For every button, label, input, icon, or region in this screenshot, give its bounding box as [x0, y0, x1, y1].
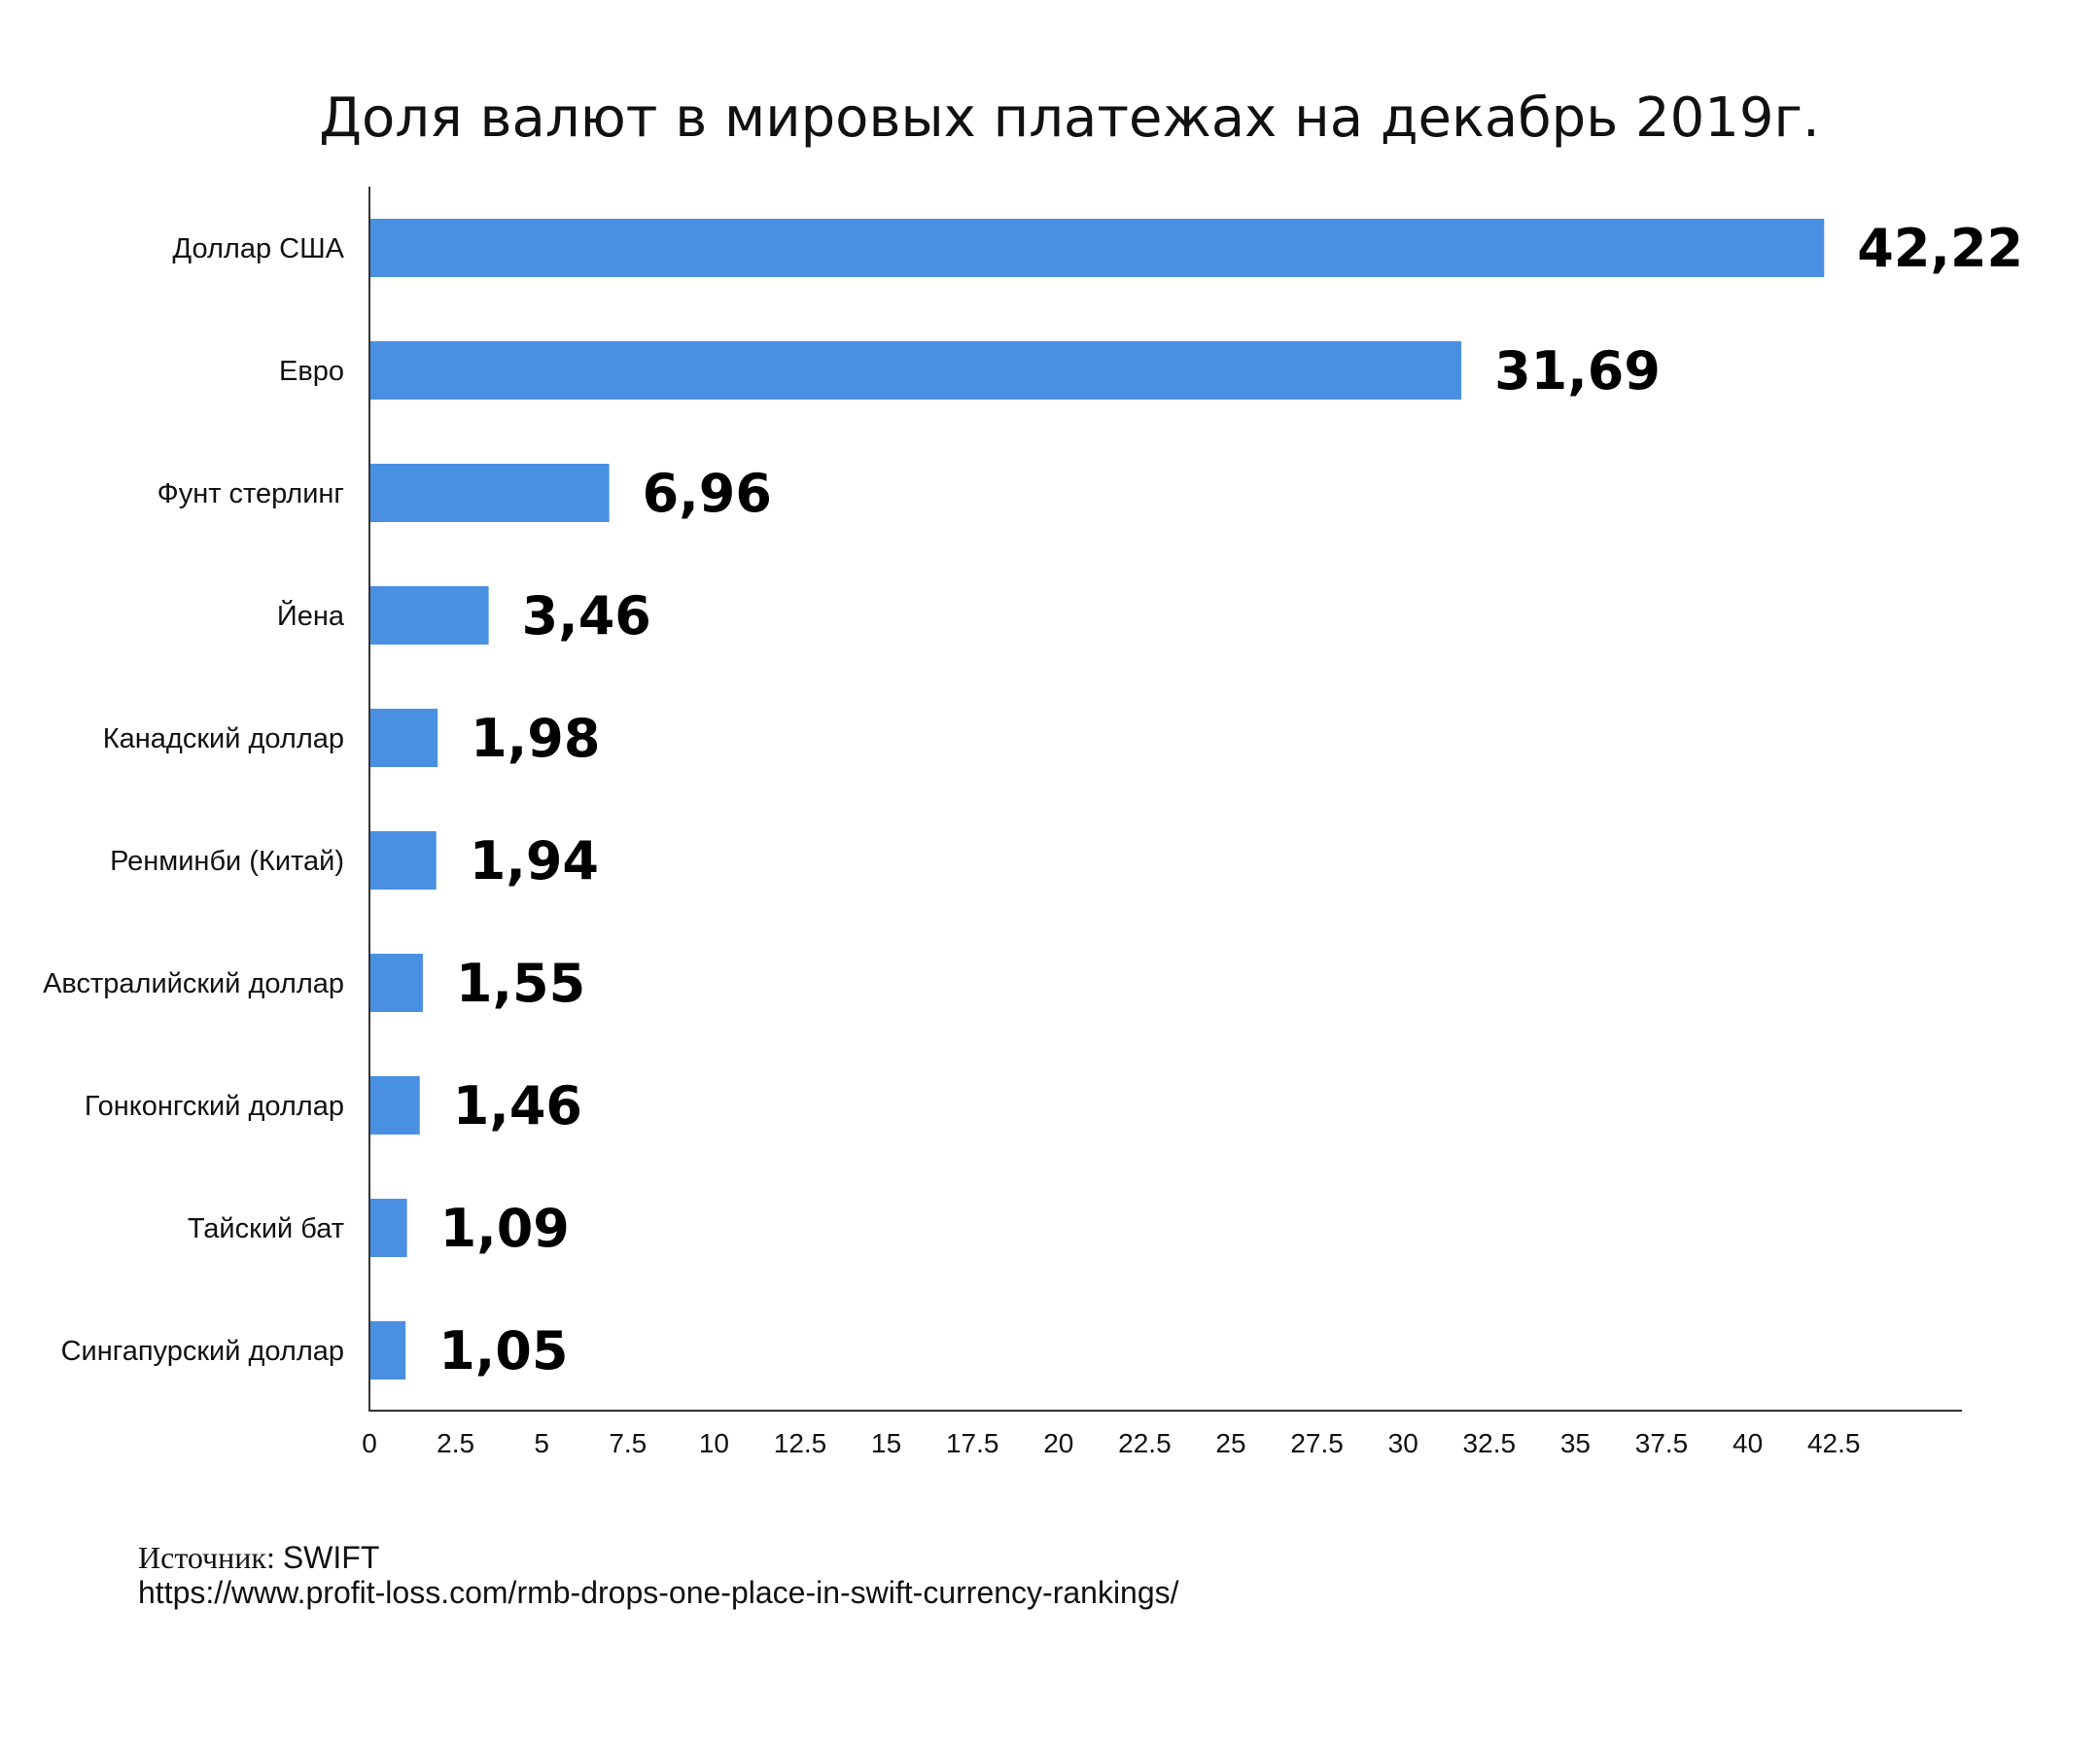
- bar-тайский-бат: [370, 1199, 407, 1257]
- x-tick-label: 12.5: [774, 1428, 827, 1458]
- x-tick-label: 30: [1388, 1428, 1418, 1458]
- bars-group: [370, 219, 1825, 1380]
- value-label-тайский-бат: 1,09: [440, 1198, 570, 1259]
- x-tick-label: 2.5: [437, 1428, 474, 1458]
- value-label-гонконгский-доллар: 1,46: [453, 1075, 582, 1136]
- axes-group: [368, 187, 1962, 1412]
- category-label-канадский-доллар: Канадский доллар: [103, 723, 344, 754]
- x-tick-label: 37.5: [1635, 1428, 1689, 1458]
- source-line: Источник: SWIFT: [138, 1540, 1179, 1575]
- x-tick-label: 42.5: [1807, 1428, 1861, 1458]
- source-note: Источник: SWIFT https://www.profit-loss.…: [138, 1540, 1179, 1610]
- value-label-канадский-доллар: 1,98: [471, 708, 600, 769]
- value-label-фунт-стерлинг: 6,96: [643, 463, 772, 524]
- x-tick-labels: 0 2.5 5 7.5 10 12.5 15 17.5 20 22.5 25 27.5 30 32.5 35…: [362, 1428, 1860, 1458]
- value-label-евро: 31,69: [1494, 340, 1661, 402]
- category-labels: Доллар США Евро Фунт стерлинг Йена Канадский…: [43, 233, 345, 1367]
- value-labels: 42,22 31,69 6,96 3,46 1,98 1,94 1,55 1,46 1,09 1,…: [438, 218, 2023, 1381]
- x-tick-label: 0: [362, 1428, 377, 1458]
- bar-йена: [370, 586, 489, 645]
- x-tick-label: 20: [1043, 1428, 1073, 1458]
- x-tick-label: 7.5: [609, 1428, 647, 1458]
- category-label-тайский-бат: Тайский бат: [188, 1213, 344, 1244]
- category-label-сингапурский-доллар: Сингапурский доллар: [61, 1336, 344, 1367]
- bar-канадский-доллар: [370, 709, 438, 767]
- source-url: https://www.profit-loss.com/rmb-drops-on…: [138, 1575, 1179, 1610]
- value-label-доллар-сша: 42,22: [1857, 218, 2023, 279]
- category-label-доллар-сша: Доллар США: [173, 233, 345, 264]
- bar-австралийский-доллар: [370, 954, 423, 1012]
- x-tick-label: 10: [699, 1428, 729, 1458]
- x-tick-label: 25: [1215, 1428, 1245, 1458]
- x-tick-label: 27.5: [1290, 1428, 1344, 1458]
- x-tick-label: 15: [871, 1428, 901, 1458]
- value-label-австралийский-доллар: 1,55: [456, 953, 585, 1014]
- source-name: SWIFT: [282, 1540, 380, 1575]
- x-tick-label: 5: [534, 1428, 549, 1458]
- value-label-сингапурский-доллар: 1,05: [438, 1320, 568, 1381]
- x-tick-label: 32.5: [1463, 1428, 1517, 1458]
- chart-title: Доля валют в мировых платежах на декабрь…: [319, 87, 1820, 150]
- x-tick-label: 22.5: [1118, 1428, 1172, 1458]
- bar-доллар-сша: [370, 219, 1825, 277]
- bar-сингапурский-доллар: [370, 1321, 406, 1380]
- bar-гонконгский-доллар: [370, 1076, 420, 1135]
- bar-евро: [370, 341, 1462, 400]
- category-label-евро: Евро: [279, 356, 344, 387]
- source-prefix: Источник:: [138, 1540, 283, 1575]
- bar-фунт-стерлинг: [370, 464, 610, 522]
- category-label-гонконгский-доллар: Гонконгский доллар: [85, 1091, 344, 1122]
- x-tick-label: 35: [1560, 1428, 1591, 1458]
- x-tick-label: 40: [1732, 1428, 1763, 1458]
- value-label-ренминби-китай: 1,94: [470, 830, 599, 891]
- category-label-австралийский-доллар: Австралийский доллар: [43, 968, 344, 999]
- category-label-йена: Йена: [277, 599, 345, 632]
- x-tick-label: 17.5: [946, 1428, 999, 1458]
- bar-ренминби-китай: [370, 831, 437, 890]
- category-label-фунт-стерлинг: Фунт стерлинг: [158, 478, 344, 509]
- category-label-ренминби-китай: Ренминби (Китай): [110, 846, 344, 877]
- value-label-йена: 3,46: [522, 585, 651, 647]
